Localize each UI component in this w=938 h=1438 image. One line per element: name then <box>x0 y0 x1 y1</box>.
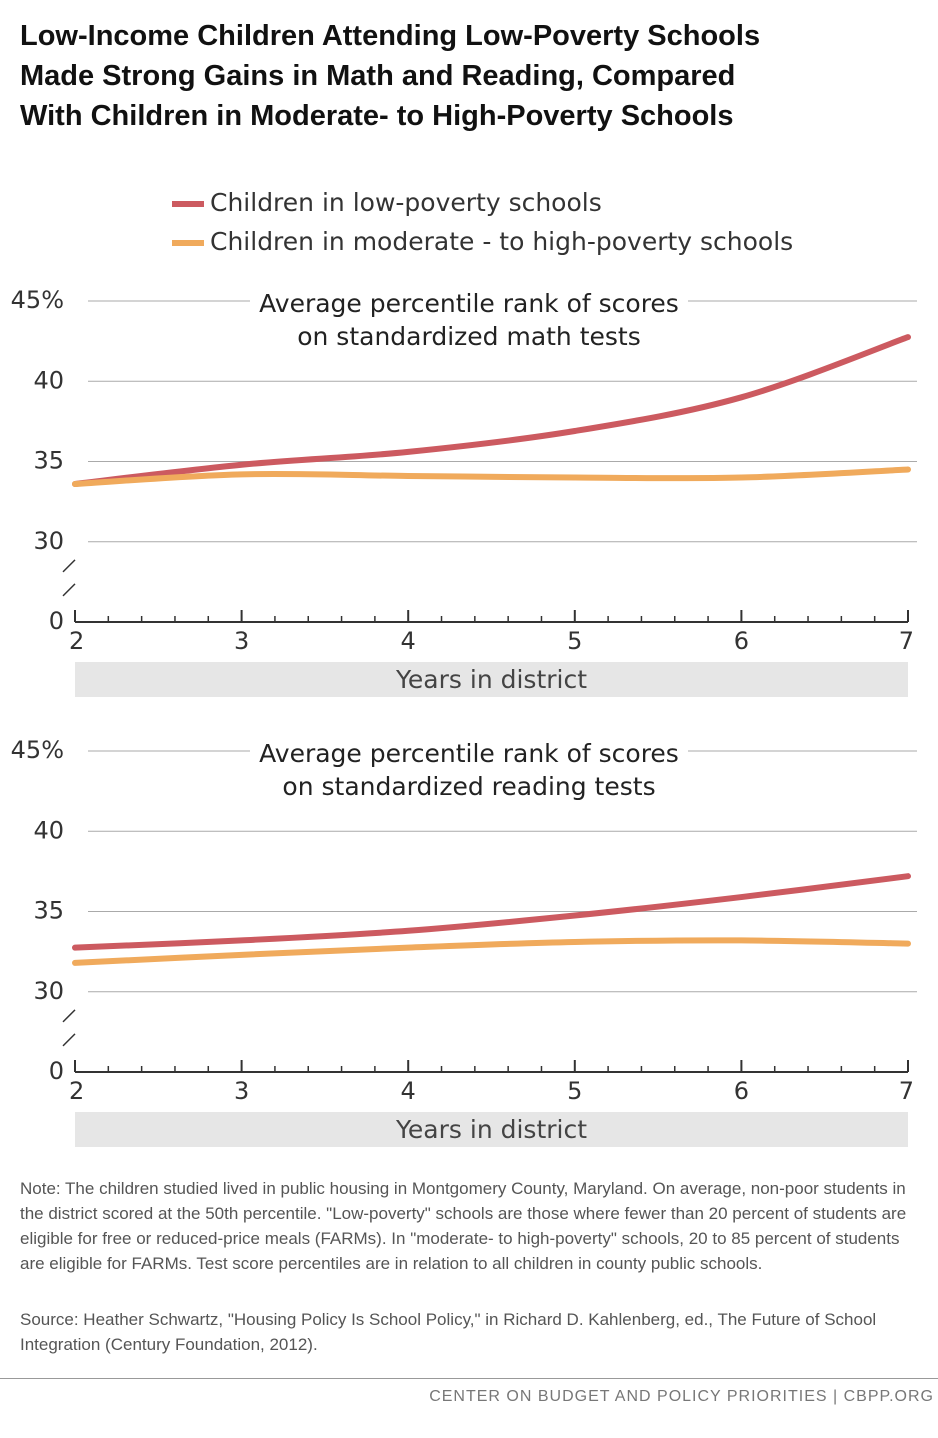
x-tick-label: 5 <box>567 627 582 655</box>
series-line <box>72 334 911 487</box>
y-tick-label: 0 <box>49 1057 64 1085</box>
x-tick-label: 2 <box>69 1077 84 1105</box>
x-tick-label: 2 <box>69 627 84 655</box>
chart-title: on standardized math tests <box>297 322 641 351</box>
axis-break <box>62 1009 76 1023</box>
series-line <box>72 466 911 487</box>
y-tick-label: 30 <box>33 977 64 1005</box>
title-line: With Children in Moderate- to High-Pover… <box>20 100 734 132</box>
axis-break <box>62 583 76 597</box>
x-label-band <box>75 662 908 697</box>
x-tick-label: 7 <box>899 1077 914 1105</box>
chart-title-bg <box>250 285 688 353</box>
y-tick-label: 35 <box>33 447 64 475</box>
chart-title: Average percentile rank of scores <box>259 739 679 768</box>
legend-label: Children in moderate - to high-poverty s… <box>210 227 793 256</box>
legend-label: Children in low-poverty schools <box>210 188 602 217</box>
footer: CENTER ON BUDGET AND POLICY PRIORITIES |… <box>429 1388 934 1405</box>
y-tick-label: 0 <box>49 607 64 635</box>
x-tick-label: 4 <box>401 627 416 655</box>
title: Low-Income Children Attending Low-Povert… <box>20 16 760 136</box>
x-tick-label: 7 <box>899 627 914 655</box>
title-line: Low-Income Children Attending Low-Povert… <box>20 20 761 52</box>
x-tick-label: 6 <box>734 1077 749 1105</box>
chart-title: on standardized reading tests <box>282 772 655 801</box>
chart-title: Average percentile rank of scores <box>259 289 679 318</box>
chart-title-bg <box>250 735 688 803</box>
x-tick-label: 3 <box>234 1077 249 1105</box>
x-tick-label: 3 <box>234 627 249 655</box>
source: Source: Heather Schwartz, "Housing Polic… <box>20 1310 877 1354</box>
x-axis-label: Years in district <box>395 665 587 694</box>
x-tick-label: 4 <box>401 1077 416 1105</box>
axis-break <box>62 1033 76 1047</box>
charts: Children in low-poverty schools Children … <box>11 188 917 1147</box>
x-tick-label: 5 <box>567 1077 582 1105</box>
x-tick-label: 6 <box>734 627 749 655</box>
divider <box>0 1378 938 1379</box>
x-axis-label: Years in district <box>395 1115 587 1144</box>
series-line <box>72 873 911 951</box>
y-tick-label: 30 <box>33 527 64 555</box>
axis-break <box>62 559 76 573</box>
y-tick-label: 45% <box>11 286 64 314</box>
y-tick-label: 40 <box>33 816 64 844</box>
x-label-band <box>75 1112 908 1147</box>
y-tick-label: 45% <box>11 736 64 764</box>
note: Note: The children studied lived in publ… <box>20 1179 907 1273</box>
y-tick-label: 35 <box>33 897 64 925</box>
title-line: Made Strong Gains in Math and Reading, C… <box>20 60 736 92</box>
y-tick-label: 40 <box>33 366 64 394</box>
series-line <box>72 937 911 966</box>
